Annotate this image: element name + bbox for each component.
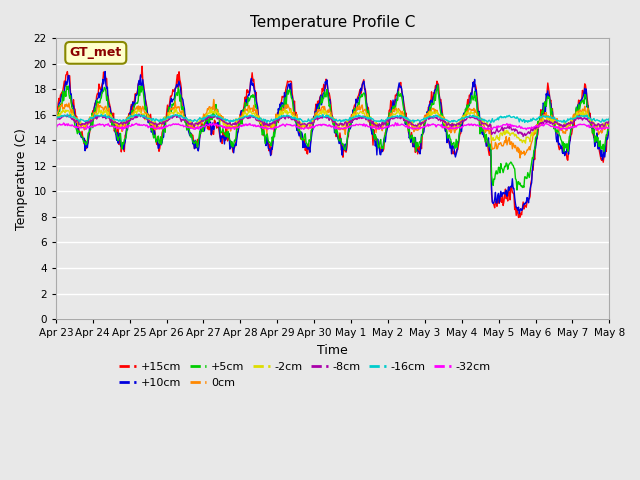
-32cm	[605, 125, 613, 131]
-32cm	[52, 123, 60, 129]
0cm	[516, 155, 524, 161]
-8cm	[205, 113, 213, 119]
Text: GT_met: GT_met	[70, 47, 122, 60]
-8cm	[119, 122, 127, 128]
-2cm	[95, 105, 103, 111]
+15cm	[119, 143, 127, 148]
-32cm	[401, 123, 408, 129]
+15cm	[176, 77, 184, 83]
X-axis label: Time: Time	[317, 344, 348, 357]
-32cm	[392, 120, 399, 126]
+5cm	[605, 116, 613, 122]
+10cm	[101, 69, 109, 74]
0cm	[52, 115, 60, 120]
0cm	[417, 121, 424, 127]
0cm	[605, 118, 613, 123]
-8cm	[417, 122, 424, 128]
-16cm	[62, 113, 70, 119]
-16cm	[52, 115, 60, 120]
-2cm	[120, 121, 127, 127]
+15cm	[605, 124, 613, 130]
-2cm	[605, 120, 613, 125]
+15cm	[515, 215, 522, 220]
Line: +10cm: +10cm	[56, 72, 609, 214]
-2cm	[417, 122, 424, 128]
+10cm	[401, 108, 408, 113]
-16cm	[417, 118, 424, 123]
-2cm	[52, 112, 60, 118]
0cm	[401, 117, 408, 123]
Line: -2cm: -2cm	[56, 108, 609, 143]
+15cm	[401, 105, 408, 110]
-8cm	[401, 117, 408, 122]
-32cm	[62, 121, 70, 127]
-16cm	[176, 112, 184, 118]
-8cm	[135, 111, 143, 117]
+15cm	[52, 104, 60, 110]
+10cm	[205, 122, 213, 128]
Title: Temperature Profile C: Temperature Profile C	[250, 15, 415, 30]
-16cm	[120, 117, 127, 122]
Line: +15cm: +15cm	[56, 66, 609, 217]
Line: +5cm: +5cm	[56, 85, 609, 190]
-16cm	[605, 115, 613, 121]
+10cm	[515, 211, 523, 216]
Line: -8cm: -8cm	[56, 114, 609, 136]
Y-axis label: Temperature (C): Temperature (C)	[15, 128, 28, 229]
Legend: +15cm, +10cm, +5cm, 0cm, -2cm, -8cm, -16cm, -32cm: +15cm, +10cm, +5cm, 0cm, -2cm, -8cm, -16…	[115, 358, 495, 392]
-16cm	[63, 111, 71, 117]
Line: 0cm: 0cm	[56, 99, 609, 158]
+15cm	[62, 72, 70, 78]
+5cm	[416, 139, 424, 144]
0cm	[119, 121, 127, 127]
+15cm	[138, 63, 146, 69]
+10cm	[62, 78, 70, 84]
+15cm	[417, 140, 424, 145]
-2cm	[62, 107, 70, 113]
-2cm	[401, 115, 408, 121]
+5cm	[62, 94, 70, 99]
-2cm	[176, 111, 184, 117]
+10cm	[176, 82, 184, 88]
+10cm	[417, 145, 424, 151]
-16cm	[205, 113, 213, 119]
+10cm	[605, 121, 613, 127]
Line: -32cm: -32cm	[56, 123, 609, 130]
-8cm	[62, 113, 70, 119]
-8cm	[605, 118, 613, 124]
+5cm	[400, 107, 408, 113]
+5cm	[119, 140, 127, 145]
+5cm	[434, 82, 442, 88]
+10cm	[52, 106, 60, 111]
+5cm	[513, 187, 521, 193]
-8cm	[176, 114, 184, 120]
-8cm	[519, 133, 527, 139]
0cm	[210, 96, 218, 102]
-2cm	[205, 111, 213, 117]
0cm	[62, 104, 70, 109]
+15cm	[205, 127, 213, 132]
-2cm	[522, 140, 529, 146]
0cm	[204, 107, 212, 113]
Line: -16cm: -16cm	[56, 114, 609, 123]
-32cm	[593, 127, 600, 133]
+10cm	[120, 146, 127, 152]
-8cm	[52, 117, 60, 123]
-16cm	[401, 115, 408, 120]
-32cm	[175, 122, 183, 128]
+5cm	[175, 87, 183, 93]
-16cm	[562, 120, 570, 126]
+5cm	[52, 113, 60, 119]
+5cm	[204, 118, 212, 124]
0cm	[175, 104, 183, 109]
-32cm	[417, 124, 424, 130]
-32cm	[119, 127, 127, 133]
-32cm	[204, 123, 212, 129]
